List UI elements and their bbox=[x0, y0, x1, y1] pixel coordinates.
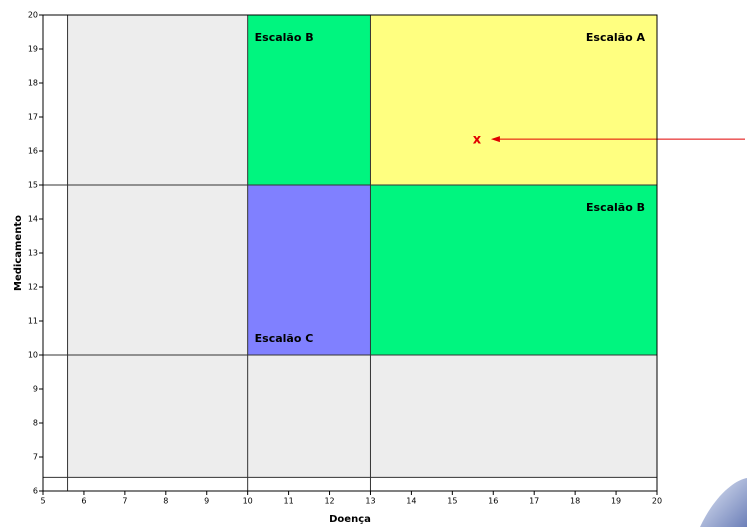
y-axis-label: Medicamento bbox=[13, 215, 24, 291]
region bbox=[248, 185, 371, 355]
region-label: Escalão B bbox=[586, 201, 645, 214]
x-tick-label: 19 bbox=[611, 497, 621, 506]
y-tick-label: 15 bbox=[28, 181, 38, 190]
x-tick-label: 14 bbox=[406, 497, 416, 506]
y-tick-label: 6 bbox=[33, 487, 38, 496]
x-tick-label: 13 bbox=[365, 497, 375, 506]
y-tick-label: 7 bbox=[33, 453, 38, 462]
y-tick-label: 10 bbox=[28, 351, 38, 360]
page: Doença Medicamento Escalão B Escalão A Esc… bbox=[0, 0, 747, 527]
region-label: Escalão B bbox=[255, 31, 314, 44]
y-tick-label: 17 bbox=[28, 113, 38, 122]
x-tick-label: 12 bbox=[324, 497, 334, 506]
x-tick-label: 9 bbox=[204, 497, 209, 506]
x-tick-label: 8 bbox=[163, 497, 168, 506]
y-tick-label: 19 bbox=[28, 45, 38, 54]
x-tick-label: 10 bbox=[243, 497, 253, 506]
y-tick-label: 9 bbox=[33, 385, 38, 394]
x-tick-label: 15 bbox=[447, 497, 457, 506]
y-tick-label: 8 bbox=[33, 419, 38, 428]
y-tick-label: 11 bbox=[28, 317, 38, 326]
x-tick-label: 5 bbox=[40, 497, 45, 506]
y-tick-label: 14 bbox=[28, 215, 38, 224]
point-marker: x bbox=[473, 133, 482, 148]
x-tick-label: 20 bbox=[652, 497, 662, 506]
x-axis-label: Doença bbox=[329, 514, 371, 525]
x-tick-label: 18 bbox=[570, 497, 580, 506]
x-tick-label: 17 bbox=[529, 497, 539, 506]
y-tick-label: 16 bbox=[28, 147, 38, 156]
region-label: Escalão C bbox=[255, 332, 314, 345]
region-label: Escalão A bbox=[586, 31, 646, 44]
chart: Doença Medicamento Escalão B Escalão A Esc… bbox=[0, 0, 747, 527]
y-tick-label: 20 bbox=[28, 11, 38, 20]
x-tick-label: 11 bbox=[284, 497, 294, 506]
x-tick-label: 6 bbox=[81, 497, 86, 506]
x-tick-label: 7 bbox=[122, 497, 127, 506]
y-tick-label: 12 bbox=[28, 283, 38, 292]
y-tick-label: 18 bbox=[28, 79, 38, 88]
decoration bbox=[700, 478, 747, 527]
x-tick-label: 16 bbox=[488, 497, 498, 506]
y-tick-label: 13 bbox=[28, 249, 38, 258]
